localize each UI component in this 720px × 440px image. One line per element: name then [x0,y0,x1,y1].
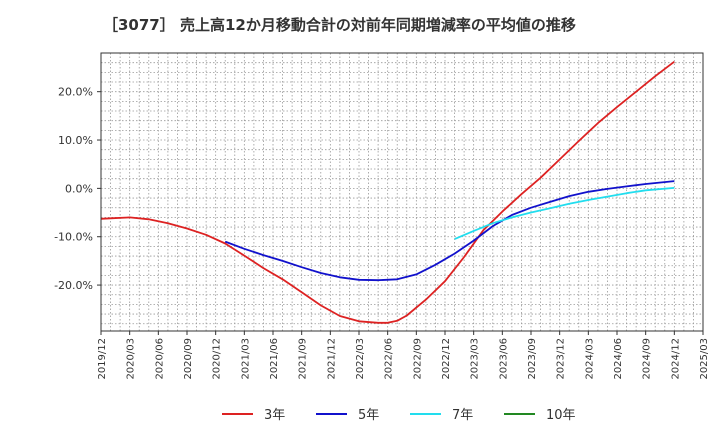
x-tick-label: 2021/06 [269,338,280,380]
series-line-1 [100,60,675,324]
y-tick-label: -10.0% [54,231,93,244]
x-tick-label: 2025/03 [699,338,710,380]
x-axis: 2019/12 2020/03 2020/06 2020/09 2020/12 2021/… [97,331,710,380]
x-tick-label: 2020/09 [183,338,194,380]
legend-label-4: 10年 [546,408,576,423]
x-tick-label: 2023/09 [527,338,538,380]
series-line-3 [454,187,675,240]
x-tick-label: 2024/12 [670,338,681,380]
legend-label-2: 5年 [358,408,379,423]
chart-title: ［3077］ 売上高12か月移動合計の対前年同期増減率の平均値の推移 [103,16,576,34]
y-tick-label: 10.0% [58,134,93,147]
x-tick-label: 2020/12 [212,338,223,380]
x-tick-label: 2021/09 [298,338,309,380]
x-tick-label: 2022/06 [384,338,395,380]
x-tick-label: 2023/06 [498,338,509,380]
grid [101,52,703,331]
plot-area [101,53,703,331]
x-tick-label: 2020/06 [154,338,165,380]
y-tick-label: 20.0% [58,86,93,99]
series-line-2 [224,180,675,282]
plot-frame [100,52,704,332]
x-tick-label: 2024/03 [584,338,595,380]
y-tick-label: 0.0% [65,182,93,195]
x-tick-label: 2024/09 [642,338,653,380]
x-tick-label: 2022/03 [355,338,366,380]
legend-label-3: 7年 [452,408,473,423]
x-tick-label: 2021/12 [326,338,337,380]
x-tick-label: 2019/12 [97,338,108,380]
legend-label-1: 3年 [264,408,285,423]
y-tick-label: -20.0% [54,279,93,292]
x-tick-label: 2024/06 [613,338,624,380]
series-lines [100,60,675,324]
x-tick-label: 2020/03 [126,338,137,380]
x-tick-label: 2022/12 [441,338,452,380]
legend: 3年 5年 7年 10年 [222,408,576,423]
x-tick-label: 2022/09 [412,338,423,380]
x-tick-label: 2023/12 [556,338,567,380]
x-tick-label: 2023/03 [470,338,481,380]
x-tick-label: 2021/03 [240,338,251,380]
y-axis: 20.0% 10.0% 0.0% -10.0% -20.0% [54,86,101,292]
